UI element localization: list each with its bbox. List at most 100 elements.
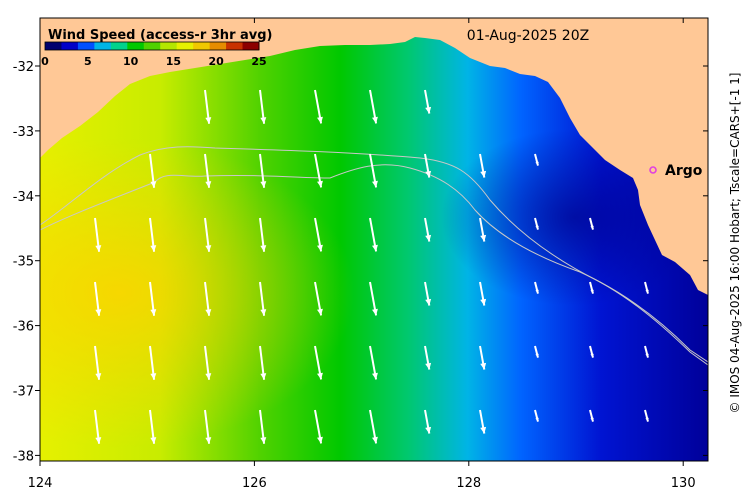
colorbar-cell — [110, 42, 128, 50]
y-tick-label: -38 — [13, 449, 34, 464]
wind-arrow — [259, 345, 267, 380]
wind-arrow — [424, 345, 432, 370]
wind-arrow — [534, 217, 539, 230]
colorbar-ticks: 0 5 10 15 20 25 — [41, 55, 266, 68]
colorbar-cell — [77, 42, 95, 50]
colorbar-cell — [160, 42, 178, 50]
wind-arrow — [589, 409, 594, 422]
wind-arrow — [369, 217, 378, 252]
colorbar-cell — [242, 42, 260, 50]
colorbar-cell — [45, 42, 62, 50]
wind-arrow — [149, 409, 157, 444]
wind-vectors — [94, 89, 649, 444]
x-tick-label: 130 — [671, 476, 696, 491]
wind-arrow — [534, 409, 539, 422]
wind-arrow — [204, 153, 212, 188]
y-tick-label: -34 — [13, 190, 34, 205]
wind-arrow — [314, 89, 323, 124]
wind-arrow — [424, 89, 432, 114]
wind-arrow — [259, 409, 267, 444]
wind-arrow — [149, 345, 157, 380]
wind-arrow — [369, 281, 378, 316]
wind-arrow — [94, 217, 102, 252]
colorbar-tick-label: 10 — [123, 55, 139, 68]
wind-arrow — [314, 409, 323, 444]
wind-arrow — [369, 153, 378, 188]
wind-arrow — [424, 217, 432, 242]
wind-arrow — [314, 217, 323, 252]
wind-arrow — [479, 217, 487, 242]
colorbar-cell — [143, 42, 161, 50]
colorbar-tick-label: 15 — [166, 55, 181, 68]
colorbar-cell — [94, 42, 112, 50]
wind-arrow — [149, 281, 157, 316]
wind-arrow — [204, 217, 212, 252]
colorbar — [45, 42, 260, 50]
wind-arrow — [369, 409, 378, 444]
colorbar-tick-label: 20 — [209, 55, 225, 68]
wind-arrow — [369, 345, 378, 380]
credit-text: © IMOS 04-Aug-2025 16:00 Hobart; Tscale=… — [728, 73, 742, 414]
colorbar-cell — [176, 42, 194, 50]
wind-arrow — [259, 281, 267, 316]
wind-arrow — [479, 345, 487, 370]
colorbar-cell — [226, 42, 244, 50]
colorbar-legend: Wind Speed (access-r 3hr avg) 0 5 10 15 20 25 — [41, 28, 272, 68]
wind-arrow — [204, 281, 212, 316]
wind-arrow — [149, 153, 157, 188]
wind-arrow — [204, 345, 212, 380]
wind-arrow — [644, 345, 649, 358]
y-tick-label: -32 — [13, 60, 34, 75]
map-title: 01-Aug-2025 20Z — [467, 28, 589, 44]
wind-arrow — [369, 89, 378, 124]
colorbar-title: Wind Speed (access-r 3hr avg) — [48, 28, 273, 43]
wind-arrow — [479, 409, 487, 434]
wind-arrow — [94, 345, 102, 380]
y-tick-label: -35 — [13, 255, 34, 270]
plot-frame — [39, 17, 709, 462]
wind-arrow — [149, 217, 157, 252]
wind-arrow — [644, 409, 649, 422]
wind-arrow — [589, 281, 594, 294]
wind-arrow — [534, 281, 539, 294]
wind-arrow — [424, 153, 432, 178]
wind-arrow — [644, 281, 649, 294]
wind-arrow — [424, 281, 432, 306]
wind-arrow — [259, 217, 267, 252]
wind-arrow — [589, 345, 594, 358]
wind-arrow — [314, 281, 323, 316]
y-tick-label: -36 — [13, 320, 34, 335]
x-tick-label: 124 — [28, 476, 53, 491]
y-tick-label: -37 — [13, 385, 34, 400]
wind-arrow — [94, 409, 102, 444]
wind-arrow — [534, 153, 539, 166]
wind-arrow — [479, 281, 487, 306]
station-label: Argo — [665, 163, 703, 179]
wind-arrow — [204, 409, 212, 444]
wind-arrow — [314, 345, 323, 380]
colorbar-tick-label: 0 — [41, 55, 49, 68]
colorbar-cell — [209, 42, 227, 50]
wind-arrow — [424, 409, 432, 434]
y-axis: -32 -33 -34 -35 -36 -37 -38 — [13, 60, 708, 464]
wind-arrow — [94, 281, 102, 316]
colorbar-cell — [61, 42, 79, 50]
x-tick-label: 126 — [242, 476, 267, 491]
colorbar-cell — [193, 42, 211, 50]
y-tick-label: -33 — [13, 125, 34, 140]
station-marker — [649, 166, 657, 174]
wind-arrow — [204, 89, 212, 124]
wind-arrow — [534, 345, 539, 358]
x-axis: 124126128130132134136 — [28, 18, 696, 491]
wind-arrow — [259, 153, 267, 188]
wind-arrow — [314, 153, 323, 188]
station-argo: Argo — [649, 163, 703, 179]
colorbar-frame — [44, 41, 260, 51]
colorbar-cell — [127, 42, 145, 50]
wind-arrow — [479, 153, 487, 178]
wind-arrow — [259, 89, 267, 124]
wind-arrow — [589, 217, 594, 230]
x-tick-label: 128 — [456, 476, 481, 491]
